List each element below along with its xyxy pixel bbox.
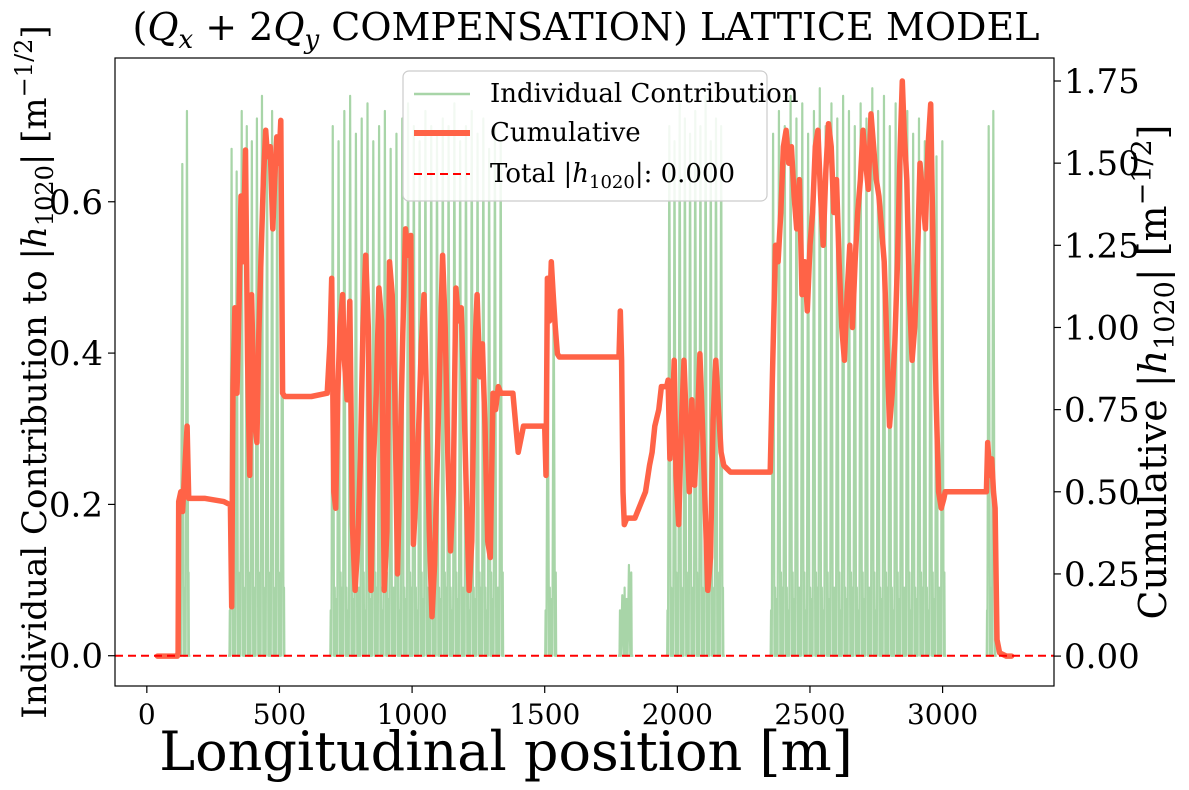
x-tick-label: 2000 <box>642 698 713 731</box>
x-tick-label: 2500 <box>774 698 845 731</box>
y-right-tick-label: 0.75 <box>1064 391 1140 431</box>
legend-box <box>402 70 768 202</box>
y-axis-left: 0.0 0.2 0.4 0.6 <box>49 183 115 677</box>
x-tick-label: 0 <box>138 698 156 731</box>
y-axis-right: 0.00 0.25 0.50 0.75 1.00 1.25 1.50 1.75 <box>1054 62 1140 677</box>
spike-region-1 <box>227 94 286 657</box>
chart-title: (Qx + 2Qy COMPENSATION) LATTICE MODEL <box>133 5 1040 55</box>
x-axis-label: Longitudinal position [m] <box>159 720 853 783</box>
cumulative-line <box>154 78 1015 659</box>
y-right-tick-label: 0.25 <box>1064 555 1140 595</box>
y-left-tick-label: 0.2 <box>49 485 103 525</box>
x-tick-label: 500 <box>253 698 306 731</box>
spike-region-4 <box>617 563 634 657</box>
legend-label-individual: Individual Contribution <box>490 79 799 109</box>
plot-frame <box>114 57 1055 687</box>
x-tick-label: 1000 <box>376 698 447 731</box>
x-axis: 0 500 1000 1500 2000 2500 3000 <box>138 686 978 731</box>
y-right-tick-label: 1.75 <box>1064 62 1140 102</box>
legend-label-cumulative: Cumulative <box>490 118 641 148</box>
y-right-tick-label: 0.50 <box>1064 473 1140 513</box>
y-right-tick-label: 1.00 <box>1064 308 1140 348</box>
x-tick-label: 1500 <box>509 698 580 731</box>
y-left-tick-label: 0.6 <box>49 183 103 223</box>
y-axis-left-label: Individual Contribution to |h1020| [m−1/… <box>10 25 59 718</box>
x-tick-label: 3000 <box>907 698 978 731</box>
legend-label-total: Total |h1020|: 0.000 <box>490 159 735 193</box>
y-right-tick-label: 1.50 <box>1064 144 1140 184</box>
series-cumulative <box>154 78 1015 659</box>
y-right-tick-label: 0.00 <box>1064 637 1140 677</box>
y-right-tick-label: 1.25 <box>1064 226 1140 266</box>
y-axis-right-label: Cumulative |h1020| [m−1/2] <box>1127 125 1181 620</box>
legend: Individual Contribution Cumulative Total… <box>402 70 799 202</box>
y-left-tick-label: 0.4 <box>49 334 103 374</box>
y-left-tick-label: 0.0 <box>49 637 103 677</box>
